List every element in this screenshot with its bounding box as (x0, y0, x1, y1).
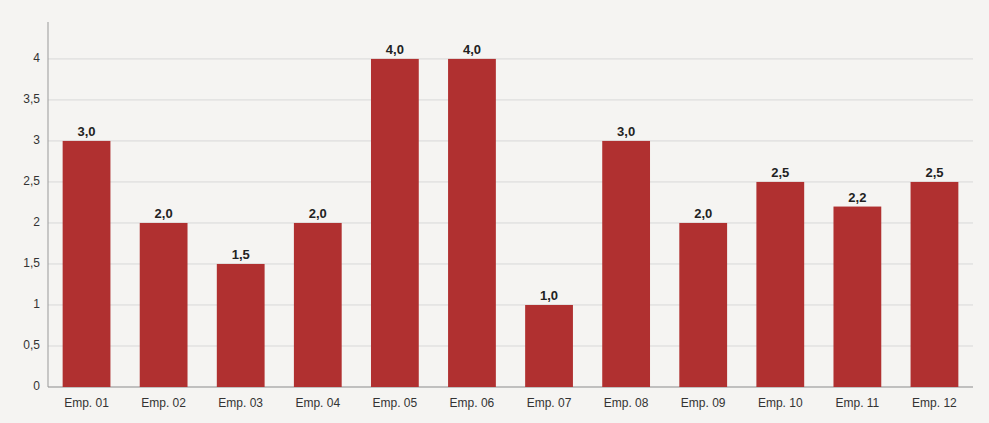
data-labels: 3,0 2,0 1,5 2,0 4,0 4,0 1,0 3,0 2,0 2,5 2,2 2,5 (78, 42, 944, 303)
bar (140, 223, 188, 387)
bar (525, 305, 573, 387)
y-tick-label: 3 (33, 133, 40, 147)
data-label: 1,5 (232, 247, 250, 262)
x-tick-label: Emp. 09 (681, 396, 726, 410)
bar (911, 182, 959, 387)
bar (63, 141, 111, 387)
y-axis-line (48, 22, 49, 387)
bars (63, 59, 959, 387)
data-label: 4,0 (463, 42, 481, 57)
bar (602, 141, 650, 387)
bar (833, 207, 881, 387)
data-label: 3,0 (617, 124, 635, 139)
y-tick-label: 0 (33, 379, 40, 393)
grid-line (48, 99, 973, 100)
data-label: 2,2 (848, 190, 866, 205)
y-tick-label: 2,5 (23, 174, 40, 188)
grid-line (48, 140, 973, 141)
bar (294, 223, 342, 387)
data-label: 2,5 (771, 165, 789, 180)
y-tick-label: 1 (33, 297, 40, 311)
x-tick-label: Emp. 04 (295, 396, 340, 410)
bar (217, 264, 265, 387)
bar (679, 223, 727, 387)
page: {"chart_data": {"type": "bar", "categori… (0, 0, 989, 423)
x-tick-label: Emp. 11 (835, 396, 879, 410)
y-tick-label: 4 (33, 51, 40, 65)
bar (756, 182, 804, 387)
x-tick-label: Emp. 06 (450, 396, 495, 410)
data-label: 2,5 (925, 165, 943, 180)
y-tick-label: 3,5 (23, 92, 40, 106)
x-tick-label: Emp. 07 (527, 396, 572, 410)
bar (448, 59, 496, 387)
bar (371, 59, 419, 387)
data-label: 3,0 (78, 124, 96, 139)
y-tick-label: 0,5 (23, 338, 40, 352)
data-label: 4,0 (386, 42, 404, 57)
data-label: 1,0 (540, 288, 558, 303)
x-tick-label: Emp. 05 (373, 396, 418, 410)
chart-container: 0 0,5 1 1,5 2 2,5 3 3,5 4 Emp. 01 Emp. 02 Emp. 03 Em… (0, 0, 989, 423)
grid-line (48, 181, 973, 182)
x-tick-label: Emp. 08 (604, 396, 649, 410)
axes: 0 0,5 1 1,5 2 2,5 3 3,5 4 Emp. 01 Emp. 02 Emp. 03 Em… (23, 22, 973, 410)
data-label: 2,0 (309, 206, 327, 221)
x-tick-label: Emp. 01 (64, 396, 109, 410)
x-tick-label: Emp. 12 (912, 396, 957, 410)
x-tick-label: Emp. 03 (218, 396, 263, 410)
grid (48, 59, 973, 387)
data-label: 2,0 (694, 206, 712, 221)
y-tick-label: 1,5 (23, 256, 40, 270)
data-label: 2,0 (155, 206, 173, 221)
grid-line (48, 58, 973, 59)
x-tick-label: Emp. 10 (758, 396, 803, 410)
y-tick-label: 2 (33, 215, 40, 229)
x-tick-label: Emp. 02 (141, 396, 186, 410)
chart: 0 0,5 1 1,5 2 2,5 3 3,5 4 Emp. 01 Emp. 02 Emp. 03 Em… (0, 0, 989, 423)
